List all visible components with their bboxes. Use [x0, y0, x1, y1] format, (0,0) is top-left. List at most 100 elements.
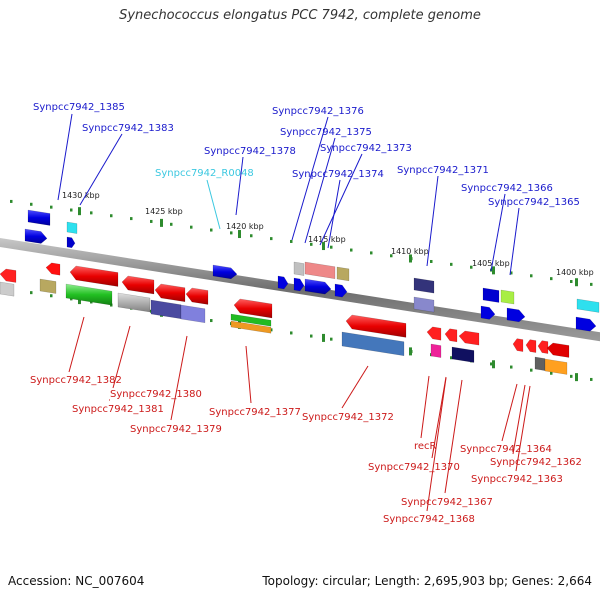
scale-label: 1410 kbp: [391, 247, 429, 256]
scale-major-tick: [409, 347, 412, 356]
scale-tick: [490, 362, 493, 366]
scale-tick: [450, 356, 453, 360]
gene-recR-box: [430, 343, 442, 358]
scale-label: 1415 kbp: [308, 235, 346, 244]
label-reverse-gene-leader: [420, 375, 430, 439]
label-reverse-gene-leader: [341, 365, 369, 409]
label-forward-gene: Synpcc7942_1376: [272, 106, 364, 117]
scale-label: 1430 kbp: [62, 191, 100, 200]
gene-1380-arrow: [121, 275, 155, 295]
gene-edge-red: [0, 268, 17, 283]
label-forward-gene: Synpcc7942_1366: [461, 183, 553, 194]
label-reverse-gene-leader: [245, 345, 252, 404]
gene-1385: [27, 209, 51, 226]
gene-1362-arrow: [525, 339, 537, 353]
gene-1382-box: [39, 278, 57, 294]
label-forward-gene: Synpcc7942_1378: [204, 146, 296, 157]
scale-tick: [390, 254, 393, 258]
gene-1375-box: [304, 261, 336, 280]
scale-major-tick: [492, 266, 495, 275]
scale-tick: [330, 245, 333, 249]
scale-major-tick: [160, 218, 163, 227]
gene-1382-arrow: [69, 265, 119, 287]
label-reverse-gene: Synpcc7942_1362: [490, 457, 582, 468]
scale-tick: [310, 334, 313, 338]
scale-tick: [50, 205, 53, 209]
scale-tick: [370, 251, 373, 255]
label-forward-gene: Synpcc7942_1375: [280, 127, 372, 138]
gene-1367-box: [451, 346, 475, 363]
gene-1372-arrow: [345, 314, 407, 338]
gene-edge-gray: [0, 281, 15, 297]
label-reverse-gene: Synpcc7942_1377: [209, 407, 301, 418]
label-reverse-gene-leader: [426, 377, 447, 512]
label-forward-gene-leader: [327, 179, 341, 249]
scale-tick: [510, 365, 513, 369]
label-forward-gene: Synpcc7942_1383: [82, 123, 174, 134]
label-reverse-gene: Synpcc7942_1381: [72, 404, 164, 415]
gene-1379-box: [180, 304, 206, 324]
gene-1373-box: [336, 266, 350, 282]
label-forward-gene-leader: [490, 193, 506, 272]
label-forward-gene-leader: [509, 207, 520, 276]
label-reverse-gene-leader: [431, 376, 447, 459]
label-forward-gene: Synpcc7942_1385: [33, 102, 125, 113]
scale-tick: [230, 231, 233, 235]
scale-tick: [290, 331, 293, 335]
scale-tick: [510, 271, 513, 275]
label-forward-gene: Synpcc7942_1365: [488, 197, 580, 208]
label-reverse-gene: Synpcc7942_1367: [401, 497, 493, 508]
scale-tick: [150, 219, 153, 223]
gene-1374-arrow: [334, 283, 348, 298]
scale-tick: [270, 328, 273, 332]
scale-label: 1400 kbp: [556, 268, 594, 277]
accession-label: Accession: NC_007604: [8, 574, 145, 588]
gene-1370-arrow: [444, 328, 458, 343]
label-forward-gene-leader: [319, 153, 363, 246]
scale-tick: [350, 248, 353, 252]
gene-recR-arrow: [426, 326, 442, 341]
scale-major-tick: [492, 360, 495, 369]
gene-1379-arrow: [154, 283, 186, 303]
label-reverse-gene: Synpcc7942_1380: [110, 389, 202, 400]
gene-1377-orange: [230, 320, 272, 334]
gene-R0048-arrow: [212, 264, 238, 280]
scale-tick: [30, 202, 33, 206]
gene-1380-box: [150, 299, 182, 320]
scale-tick: [130, 217, 133, 221]
gene-1383-arrow: [66, 236, 76, 249]
gene-1379-red: [185, 287, 209, 305]
scale-tick: [250, 234, 253, 238]
scale-major-tick: [78, 207, 81, 216]
gene-1378-arrow: [277, 275, 289, 290]
scale-tick: [110, 214, 113, 218]
scale-tick: [550, 277, 553, 281]
label-reverse-gene-leader: [112, 325, 131, 389]
gene-1364-box: [534, 356, 546, 371]
scale-tick: [290, 239, 293, 243]
label-reverse-gene: Synpcc7942_1372: [302, 412, 394, 423]
scale-tick: [330, 337, 333, 341]
label-reverse-gene: Synpcc7942_1382: [30, 375, 122, 386]
gene-1364-arrow: [512, 338, 524, 352]
scale-major-tick: [322, 242, 325, 251]
scale-label: 1405 kbp: [472, 259, 510, 268]
scale-label: 1425 kbp: [145, 207, 183, 216]
label-reverse-gene-leader: [444, 379, 463, 494]
label-forward-gene: Synpcc7942_1373: [320, 143, 412, 154]
gene-1385-arrow: [24, 228, 48, 244]
scale-major-tick: [575, 373, 578, 382]
scale-major-tick: [238, 230, 241, 239]
scale-tick: [570, 280, 573, 284]
gene-1377-arrow: [233, 298, 273, 319]
label-forward-gene: Synpcc7942_R0048: [155, 168, 254, 179]
label-reverse-gene: Synpcc7942_1368: [383, 514, 475, 525]
scale-tick: [90, 211, 93, 215]
scale-major-tick: [322, 333, 325, 342]
scale-tick: [590, 377, 593, 381]
page-title: Synechococcus elongatus PCC 7942, comple…: [119, 8, 481, 23]
gene-1381-box: [117, 292, 151, 313]
label-reverse-gene-leader: [515, 385, 531, 472]
scale-tick: [470, 265, 473, 269]
